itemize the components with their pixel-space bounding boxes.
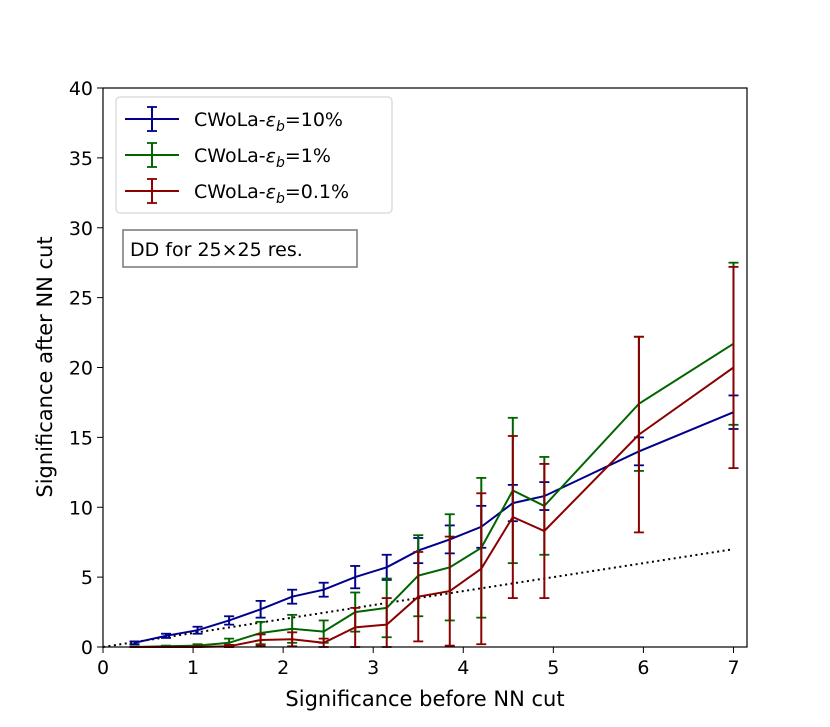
y-tick-label: 15 <box>69 427 93 449</box>
legend-label: CWoLa-εb=0.1% <box>194 181 349 207</box>
legend-frame <box>115 96 393 214</box>
x-tick-label: 4 <box>457 657 469 679</box>
y-tick-label: 35 <box>69 148 93 170</box>
x-tick-label: 2 <box>277 657 289 679</box>
legend-entries: CWoLa-εb=10% CWoLa-εb=1% CWoLa-εb=0.1% <box>125 106 349 207</box>
x-tick-label: 7 <box>727 657 739 679</box>
legend-label: CWoLa-εb=1% <box>194 145 331 171</box>
y-tick-label: 0 <box>81 637 93 659</box>
x-tick-label: 1 <box>187 657 199 679</box>
legend-entry-2: CWoLa-εb=1% <box>125 142 331 171</box>
y-tick-label: 10 <box>69 497 93 519</box>
legend-label: CWoLa-εb=10% <box>194 109 343 135</box>
annotation: DD for 25×25 res. <box>122 229 358 268</box>
x-axis-label: Significance before NN cut <box>285 687 564 711</box>
legend-entry-3: CWoLa-εb=0.1% <box>125 178 349 207</box>
legend: CWoLa-εb=10% CWoLa-εb=1% CWoLa-εb=0.1% <box>115 96 393 214</box>
x-tick-label: 3 <box>367 657 379 679</box>
x-tick-label: 6 <box>637 657 649 679</box>
y-tick-label: 40 <box>69 78 93 100</box>
y-tick-label: 30 <box>69 218 93 240</box>
x-tick-label: 0 <box>97 657 109 679</box>
series-line <box>134 342 735 648</box>
y-axis-label: Significance after NN cut <box>33 236 57 497</box>
y-tick-label: 5 <box>81 567 93 589</box>
x-tick-label: 5 <box>547 657 559 679</box>
y-tick-label: 25 <box>69 288 93 310</box>
annotation-box <box>122 229 358 268</box>
series-line <box>134 411 734 644</box>
y-tick-label: 20 <box>69 358 93 380</box>
annotation-text: DD for 25×25 res. <box>130 239 303 261</box>
axis-ticks: 0 1 2 3 4 5 6 7 0 5 10 15 20 25 30 35 40 <box>69 78 740 679</box>
legend-entry-1: CWoLa-εb=10% <box>125 106 343 135</box>
